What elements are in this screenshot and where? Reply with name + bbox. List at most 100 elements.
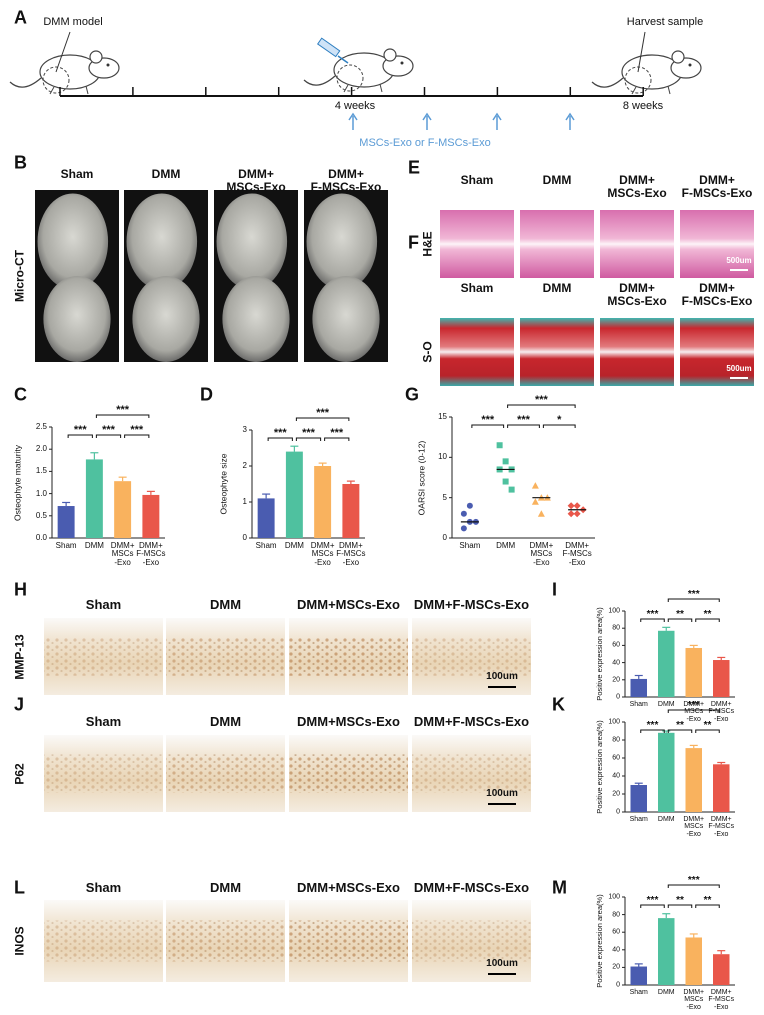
image-panel bbox=[520, 210, 594, 278]
significance-bracket bbox=[95, 414, 150, 418]
bar bbox=[685, 748, 702, 812]
image-panel bbox=[440, 210, 514, 278]
column-header: DMM+ F-MSCs-Exo bbox=[310, 167, 382, 194]
significance-bracket bbox=[542, 424, 576, 428]
significance-label: ** bbox=[703, 608, 712, 620]
syringe bbox=[316, 37, 341, 58]
y-tick-label: 60 bbox=[612, 928, 620, 936]
row-label: INOS bbox=[12, 926, 27, 956]
significance-bracket bbox=[667, 729, 693, 733]
x-tick-label: DMM bbox=[657, 989, 675, 996]
significance-label: *** bbox=[116, 404, 130, 417]
x-tick-label: DMM+ MSCs -Exo bbox=[310, 541, 335, 567]
y-tick-label: 20 bbox=[612, 676, 620, 684]
stained-cells bbox=[166, 920, 285, 962]
column-header: DMM+F-MSCs-Exo bbox=[413, 597, 530, 613]
significance-bracket bbox=[295, 417, 350, 421]
mouse-tail bbox=[303, 75, 336, 86]
y-axis-label: Osteophyte maturity bbox=[12, 444, 23, 521]
significance-label: *** bbox=[273, 427, 287, 440]
significance-bracket bbox=[640, 618, 665, 622]
column-header: DMM+ F-MSCs-Exo bbox=[681, 281, 753, 308]
significance-label: ** bbox=[676, 608, 684, 620]
bar bbox=[142, 494, 160, 538]
bar bbox=[713, 764, 730, 812]
x-tick-label: DMM+ F-MSCs -Exo bbox=[708, 989, 735, 1011]
column-header: Sham bbox=[460, 281, 494, 295]
mouse-ear bbox=[383, 48, 397, 62]
mouse-eye bbox=[400, 61, 404, 65]
column-header: DMM+ MSCs-Exo bbox=[607, 173, 667, 200]
y-tick-label: 100 bbox=[608, 893, 620, 901]
x-tick-label: Sham bbox=[459, 541, 481, 550]
row-label: H&E bbox=[420, 231, 435, 257]
significance-label: *** bbox=[102, 424, 115, 437]
significance-bracket bbox=[471, 424, 505, 428]
significance-label: *** bbox=[534, 394, 548, 407]
y-tick-label: 80 bbox=[612, 624, 620, 632]
x-tick-label: DMM+ MSCs -Exo bbox=[683, 816, 705, 838]
image-panel bbox=[600, 318, 674, 386]
column-header: DMM bbox=[209, 714, 242, 730]
bone bbox=[216, 193, 288, 290]
panel-label: I bbox=[552, 579, 558, 600]
scale-bar-label: 500um bbox=[726, 255, 752, 265]
stained-cells bbox=[289, 754, 408, 793]
bone bbox=[222, 276, 290, 362]
panel-label: L bbox=[14, 877, 25, 898]
column-header: DMM bbox=[151, 167, 181, 181]
x-tick-label: Sham bbox=[629, 816, 648, 823]
significance-label: *** bbox=[517, 414, 530, 427]
arrow-head bbox=[492, 112, 502, 121]
significance-label: ** bbox=[703, 894, 712, 906]
panel-label: F bbox=[408, 232, 419, 253]
bone bbox=[132, 276, 200, 362]
point bbox=[567, 502, 575, 510]
significance-bracket bbox=[67, 434, 93, 438]
x-tick-label: DMM+ F-MSCs -Exo bbox=[136, 541, 166, 567]
column-header: DMM bbox=[209, 597, 242, 613]
panel-label: H bbox=[14, 579, 27, 600]
significance-bracket bbox=[507, 404, 576, 408]
y-tick-label: 20 bbox=[612, 790, 620, 798]
y-tick-label: 60 bbox=[612, 754, 620, 762]
y-tick-label: 3 bbox=[242, 424, 247, 434]
significance-label: *** bbox=[481, 414, 495, 427]
stained-cells bbox=[44, 754, 163, 793]
point bbox=[573, 502, 581, 510]
column-header: DMM+ F-MSCs-Exo bbox=[681, 173, 753, 200]
x-tick-label: DMM+ MSCs -Exo bbox=[683, 989, 705, 1011]
mouse-leg bbox=[379, 83, 383, 93]
bar bbox=[713, 660, 730, 697]
y-tick-label: 100 bbox=[608, 607, 620, 615]
scale-bar-label: 100um bbox=[486, 957, 518, 969]
column-header: Sham bbox=[85, 880, 122, 896]
significance-bracket bbox=[695, 729, 720, 733]
y-tick-label: 40 bbox=[612, 772, 620, 780]
bar bbox=[314, 466, 332, 538]
mouse-ear bbox=[671, 50, 685, 64]
column-header: Sham bbox=[460, 173, 494, 187]
column-header: DMM bbox=[542, 173, 572, 187]
bar bbox=[658, 630, 675, 697]
mouse-tail bbox=[9, 77, 42, 88]
significance-bracket bbox=[667, 884, 720, 888]
panel-label: C bbox=[14, 384, 27, 405]
knee-mark bbox=[42, 66, 70, 94]
bar bbox=[85, 459, 103, 538]
panel-label: A bbox=[14, 7, 27, 28]
y-tick-label: 0 bbox=[442, 532, 447, 542]
x-tick-label: DMM+ F-MSCs -Exo bbox=[336, 541, 366, 567]
panel-label: E bbox=[408, 157, 421, 178]
x-tick-label: DMM+ MSCs -Exo bbox=[529, 541, 554, 567]
timeline-label: 4 weeks bbox=[334, 100, 376, 113]
stained-cells bbox=[166, 637, 285, 676]
image-panel bbox=[520, 318, 594, 386]
point bbox=[460, 525, 467, 532]
pointer bbox=[55, 31, 71, 73]
significance-label: ** bbox=[676, 719, 684, 731]
x-tick-label: DMM bbox=[284, 541, 304, 550]
significance-bracket bbox=[95, 434, 122, 438]
bar bbox=[285, 451, 303, 538]
